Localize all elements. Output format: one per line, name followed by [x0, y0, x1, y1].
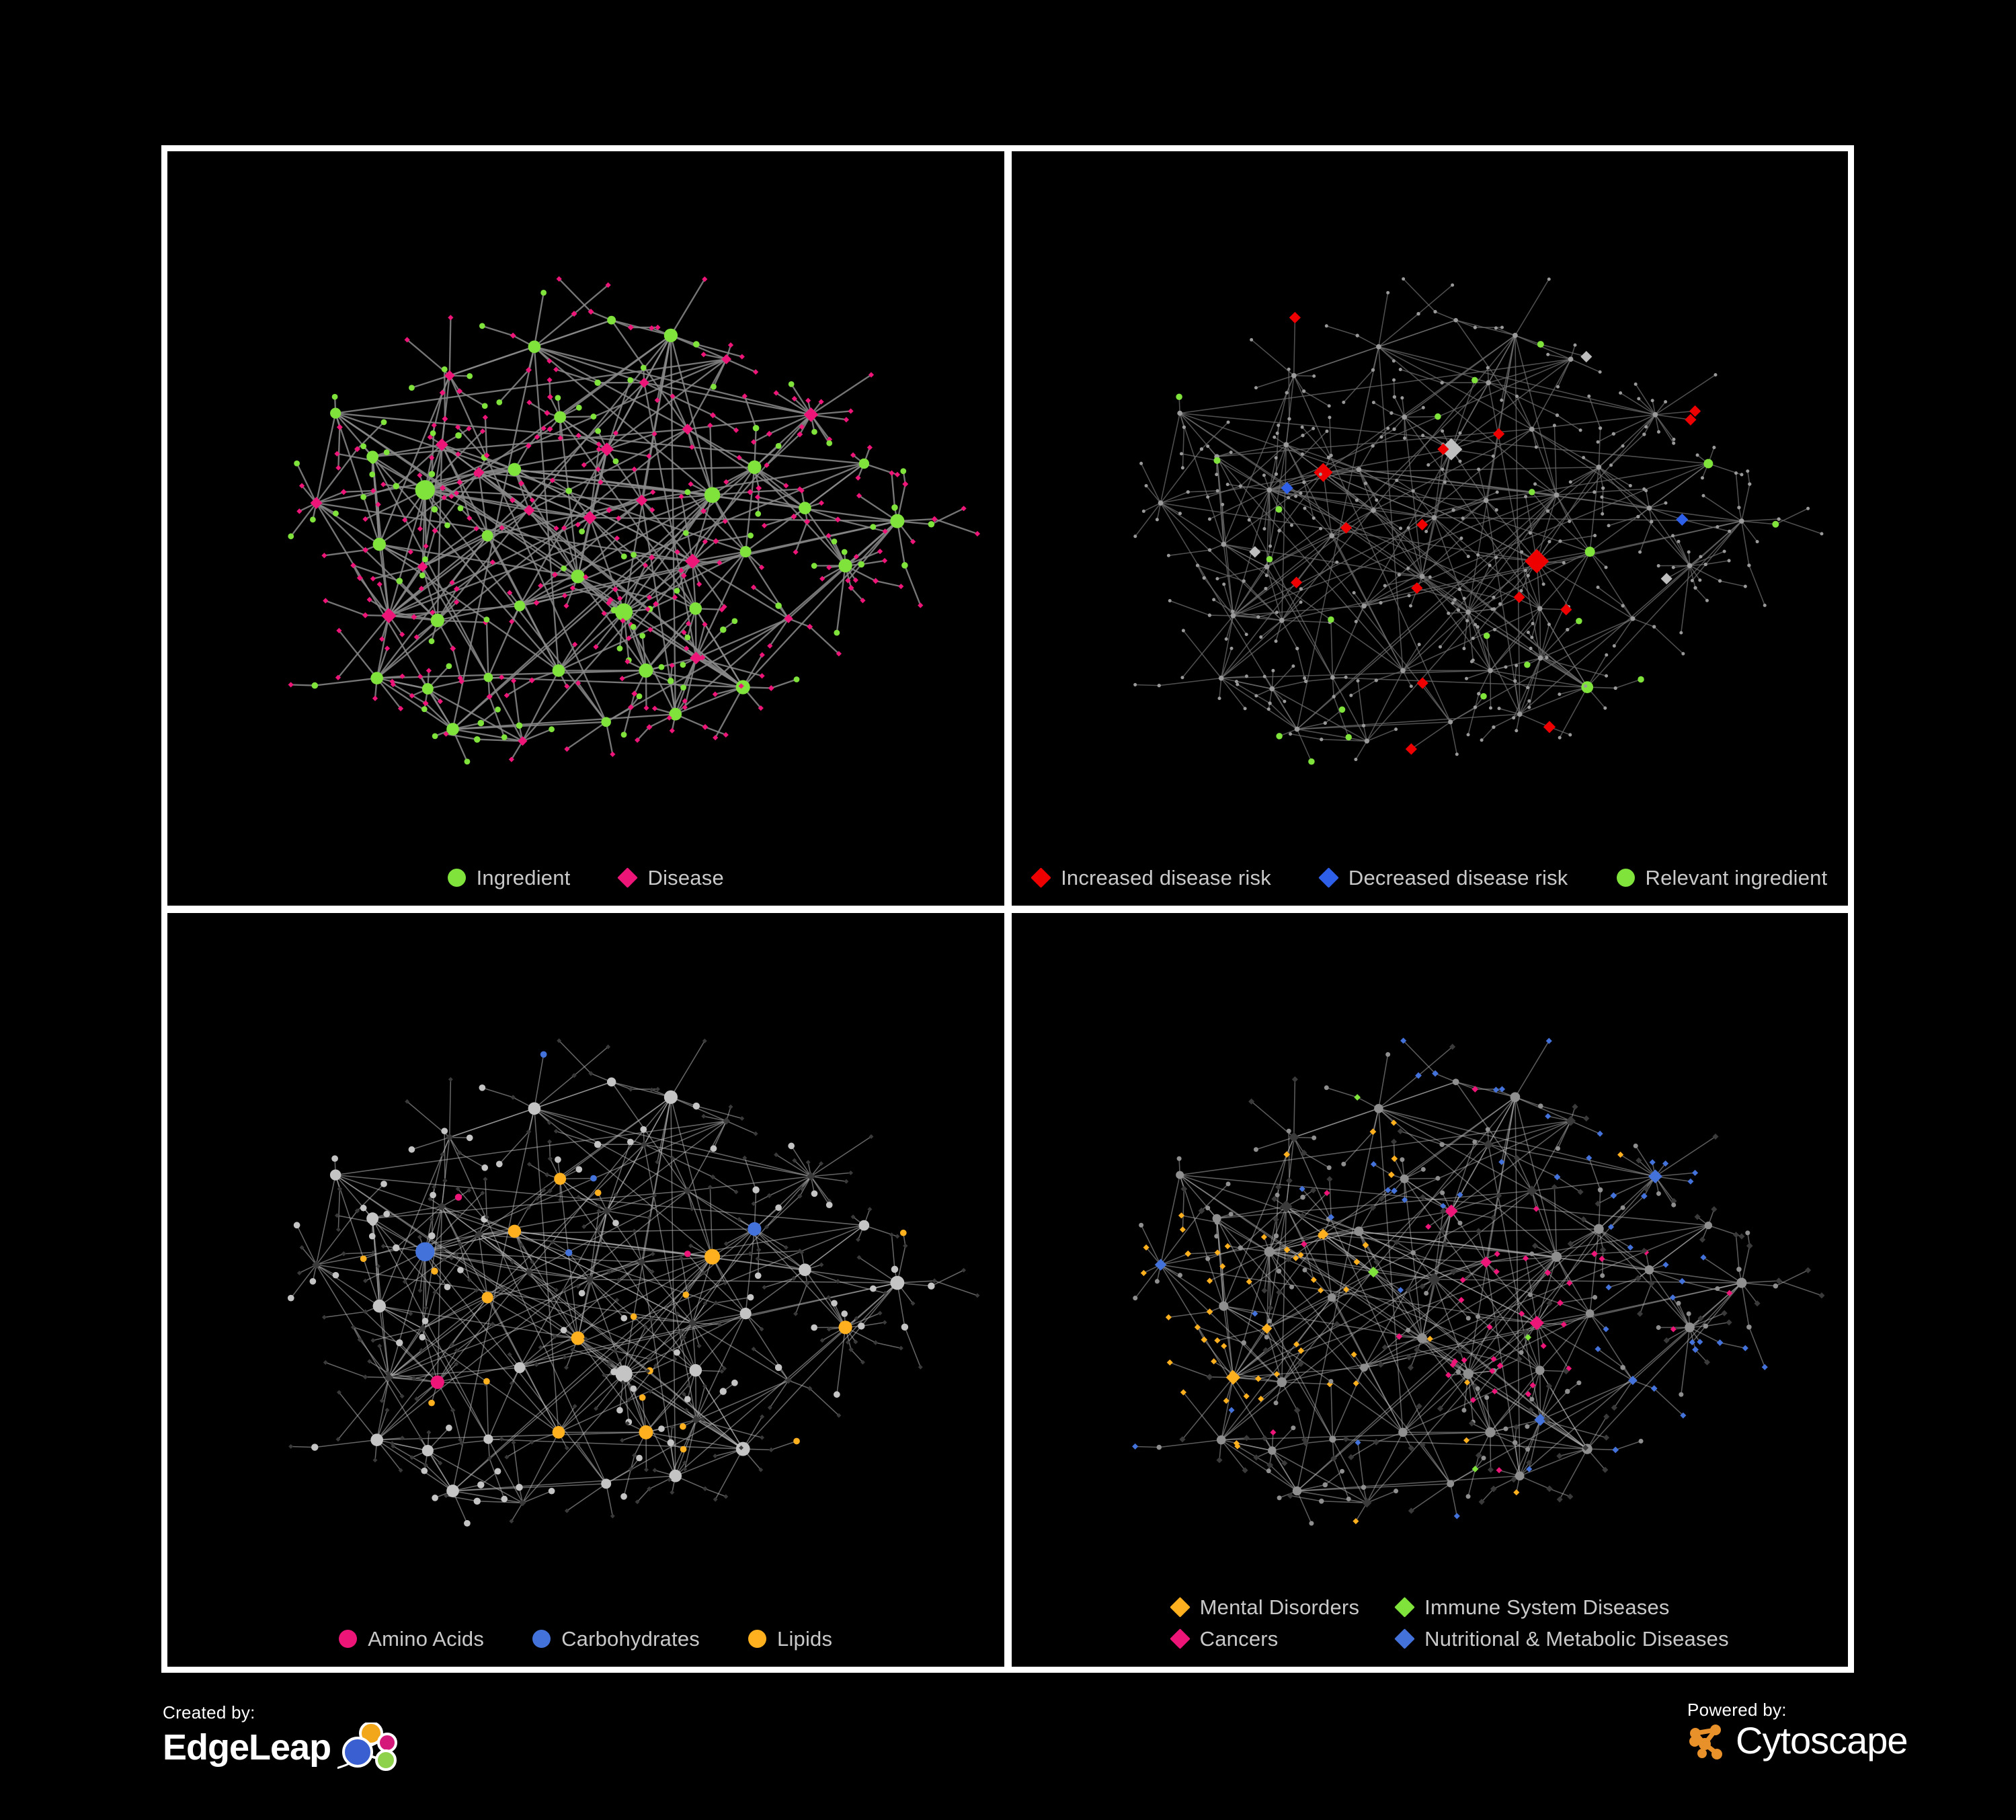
panel-disease-risk[interactable]: Increased disease risk Decreased disease…: [1011, 151, 1849, 906]
panel-nutrient-classes[interactable]: Amino Acids Carbohydrates Lipids: [167, 912, 1004, 1667]
figure-footer: Created by: EdgeLeap Powered by:: [0, 1685, 2016, 1806]
network-graph-disease-classes[interactable]: [1012, 913, 1849, 1667]
cytoscape-logo[interactable]: Cytoscape: [1687, 1720, 1908, 1762]
edgeleap-wordmark: EdgeLeap: [163, 1727, 331, 1768]
network-graph-nutrient-classes[interactable]: [167, 913, 1004, 1667]
created-by-block: Created by: EdgeLeap: [163, 1702, 399, 1772]
powered-by-label: Powered by:: [1687, 1700, 1787, 1720]
created-by-label: Created by:: [163, 1702, 255, 1723]
cytoscape-wordmark: Cytoscape: [1736, 1719, 1908, 1762]
powered-by-block: Powered by: Cytoscape: [1687, 1700, 1908, 1762]
edgeleap-network-icon: [337, 1723, 398, 1771]
cytoscape-network-icon: [1689, 1725, 1722, 1759]
figure-frame: Ingredient Disease Increased disease ris…: [161, 145, 1854, 1673]
edgeleap-logo[interactable]: EdgeLeap: [163, 1723, 399, 1772]
network-graph-ingredient-disease[interactable]: [167, 151, 1004, 906]
panel-ingredient-disease[interactable]: Ingredient Disease: [167, 151, 1004, 906]
panel-disease-classes[interactable]: Mental Disorders Immune System Diseases …: [1011, 912, 1849, 1667]
network-graph-disease-risk[interactable]: [1012, 151, 1849, 906]
